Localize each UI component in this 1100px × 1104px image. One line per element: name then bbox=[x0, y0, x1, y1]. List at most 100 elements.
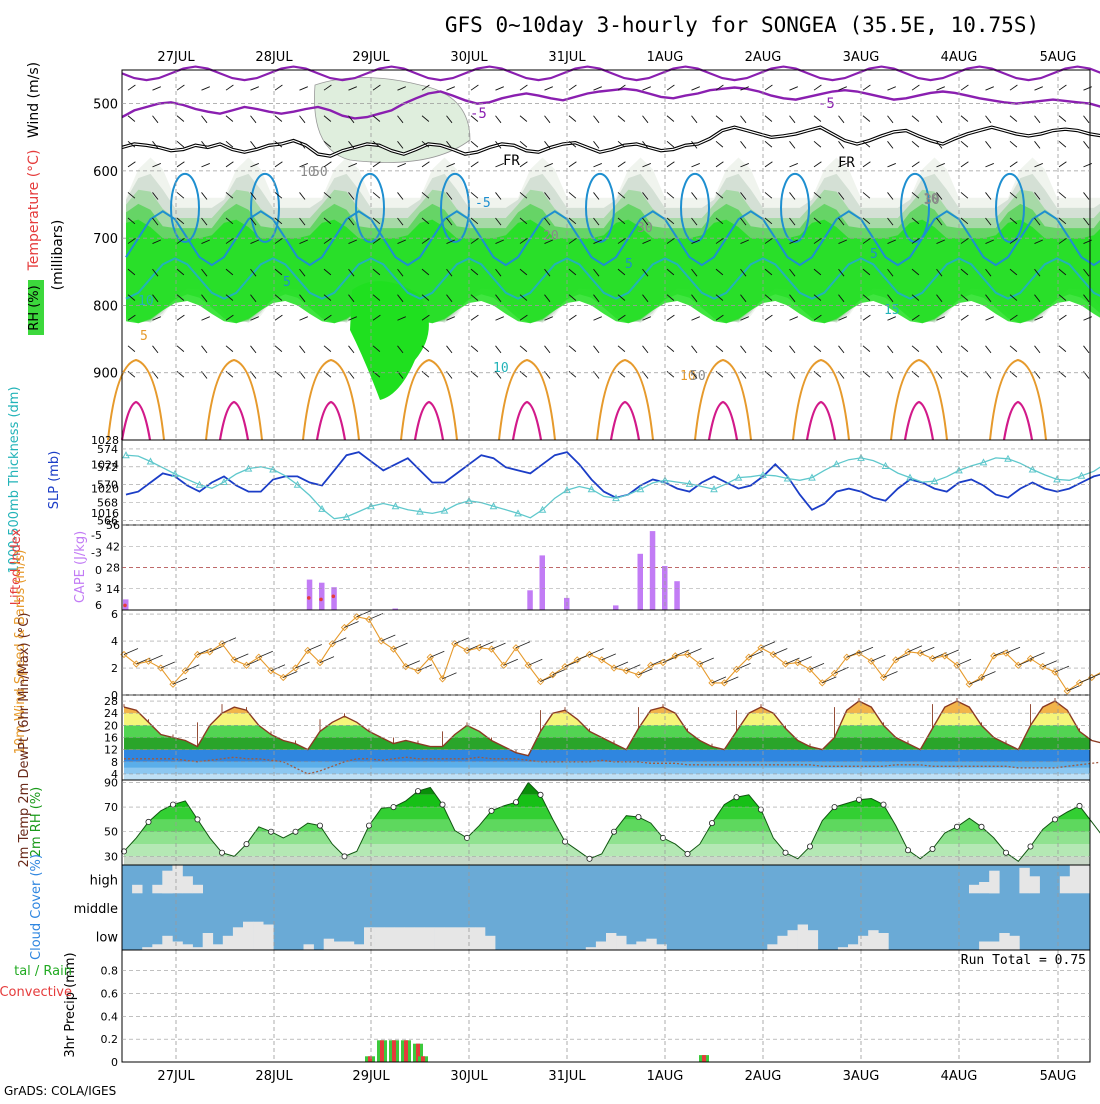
x-axis-top-label: 28JUL bbox=[255, 50, 293, 65]
wind-barb bbox=[519, 161, 528, 168]
wind-barb bbox=[960, 140, 969, 148]
wind-barb bbox=[152, 268, 159, 277]
cape-bar bbox=[539, 555, 545, 610]
wind-barb bbox=[862, 115, 871, 122]
thickness-marker bbox=[391, 502, 400, 510]
wind-barb bbox=[568, 345, 577, 352]
wind-barb bbox=[911, 217, 920, 225]
cloud-bar bbox=[595, 941, 607, 950]
wind-barb bbox=[960, 161, 969, 168]
wind-barb bbox=[1009, 268, 1018, 276]
cloud-bar bbox=[172, 865, 183, 894]
wind-barb bbox=[887, 294, 894, 303]
wind-barb bbox=[838, 162, 847, 168]
wind-barb bbox=[789, 316, 798, 321]
wind-barb bbox=[274, 268, 283, 276]
wind-barb bbox=[274, 140, 283, 148]
cloud-bar bbox=[454, 927, 466, 950]
x-axis-top-label: 29JUL bbox=[352, 50, 390, 65]
wind-barb-10m bbox=[515, 641, 531, 649]
wind-barb bbox=[715, 238, 724, 244]
cloud-bar bbox=[585, 947, 597, 950]
rh-marker bbox=[488, 807, 495, 814]
cloud-bar bbox=[323, 938, 335, 950]
temp-tick-label: 4 bbox=[111, 768, 118, 781]
wind-barb bbox=[740, 239, 749, 244]
x-axis-bottom-label: 28JUL bbox=[255, 1069, 293, 1084]
rh-marker bbox=[1052, 816, 1059, 823]
cloud-bar bbox=[1029, 876, 1040, 894]
wind-barb-10m bbox=[944, 649, 959, 657]
wind-barb bbox=[250, 162, 259, 168]
lifted-index-tick-label: 3 bbox=[95, 582, 102, 595]
cape-bar bbox=[637, 553, 643, 610]
wind-barb-10m bbox=[1091, 673, 1100, 678]
wind-barb bbox=[789, 268, 796, 277]
wind-barb bbox=[789, 115, 796, 124]
wind-barb bbox=[519, 115, 528, 122]
rh-line bbox=[123, 781, 1100, 862]
wind-barb bbox=[348, 345, 355, 354]
temp-contour-15 bbox=[302, 358, 360, 441]
cape-bar bbox=[331, 587, 337, 610]
wind-barb bbox=[421, 84, 430, 91]
rh-marker bbox=[562, 838, 569, 845]
thickness-marker bbox=[710, 485, 718, 493]
temp-tick-label: 12 bbox=[104, 744, 118, 757]
wind-barb bbox=[1058, 371, 1067, 378]
wind-barb bbox=[593, 162, 602, 168]
thickness-marker bbox=[269, 465, 277, 473]
wind-barb bbox=[887, 86, 896, 91]
wind-barb bbox=[225, 217, 234, 225]
wind-barb bbox=[446, 192, 453, 200]
wind-barb bbox=[642, 217, 649, 226]
precip-convective-bar bbox=[421, 1056, 425, 1062]
wind-barb bbox=[446, 294, 453, 303]
wind-barb bbox=[691, 217, 698, 226]
wind-barb bbox=[1083, 294, 1090, 303]
wind-barb bbox=[323, 140, 332, 148]
wind-barb bbox=[642, 316, 651, 321]
upper-ylabel-pressure: (millibars) bbox=[50, 220, 66, 291]
wind-barb-10m bbox=[344, 621, 359, 628]
wind-barb bbox=[887, 345, 894, 354]
wind-barb bbox=[495, 86, 504, 91]
wind-barb bbox=[593, 345, 600, 354]
credit-text: GrADS: COLA/IGES bbox=[4, 1084, 116, 1098]
wind-barb bbox=[936, 192, 943, 200]
wind-barb bbox=[715, 268, 724, 276]
wind-barb bbox=[764, 161, 773, 168]
wind-barb bbox=[617, 115, 626, 122]
wind-barb bbox=[813, 371, 822, 378]
rh-marker bbox=[463, 834, 470, 841]
wind-barb bbox=[495, 239, 504, 244]
wind-barb bbox=[764, 294, 773, 301]
wind-barb bbox=[740, 162, 749, 168]
slp-tick-label: 1028 bbox=[91, 434, 119, 447]
cloud-bar bbox=[464, 927, 476, 950]
wind-barb bbox=[176, 84, 185, 91]
cloud-bar bbox=[979, 941, 990, 950]
wind-barb bbox=[1009, 84, 1018, 91]
wind-barb-10m bbox=[430, 650, 445, 658]
wind-barb bbox=[568, 192, 577, 199]
wind-barb bbox=[740, 345, 747, 354]
cloud-bar bbox=[1009, 935, 1020, 950]
wind-barb bbox=[544, 345, 551, 354]
cloud-bar bbox=[192, 884, 203, 894]
wind-barb bbox=[323, 84, 332, 91]
x-axis-top-label: 5AUG bbox=[1040, 50, 1077, 65]
wind-barb bbox=[691, 294, 698, 303]
wind-barb bbox=[862, 161, 871, 168]
cape-bar bbox=[527, 590, 533, 610]
precip-convective-bar bbox=[368, 1056, 372, 1062]
rh-marker bbox=[1003, 849, 1010, 856]
rh-marker bbox=[586, 855, 593, 862]
contour-label: 30 bbox=[924, 193, 940, 208]
wind-barb-10m bbox=[981, 671, 996, 678]
rh-marker bbox=[145, 818, 152, 825]
wind-barb bbox=[176, 140, 185, 148]
wind-barb bbox=[1083, 217, 1090, 226]
temp-band bbox=[124, 737, 1090, 750]
wind-barb bbox=[544, 192, 551, 200]
